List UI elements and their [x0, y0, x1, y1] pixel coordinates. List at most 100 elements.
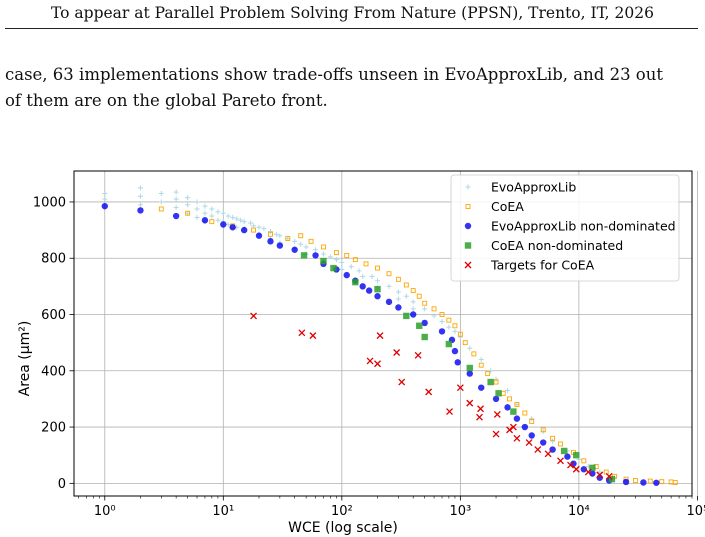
body-paragraph: case, 63 implementations show trade-offs…	[5, 62, 700, 114]
legend-marker	[464, 261, 472, 269]
legend-label: Targets for CoEA	[490, 258, 595, 273]
y-tick-label: 0	[58, 477, 66, 492]
point-evoapproxlib	[333, 257, 339, 263]
point-coea	[410, 288, 416, 294]
point-evoapproxlib	[320, 251, 326, 257]
running-header: To appear at Parallel Problem Solving Fr…	[51, 4, 654, 22]
point-evoapproxlib	[256, 224, 262, 230]
point-evoapproxlib-non-dominated	[365, 287, 373, 294]
point-evoapproxlib	[298, 241, 304, 247]
point-targets-for-coea	[425, 388, 433, 396]
point-targets-for-coea	[393, 349, 401, 356]
point-coea-non-dominated	[510, 408, 517, 415]
point-evoapproxlib-non-dominated	[385, 298, 393, 306]
point-evoapproxlib	[339, 259, 345, 265]
point-targets-for-coea	[446, 408, 453, 416]
point-coea	[209, 219, 215, 225]
point-coea-non-dominated	[560, 447, 568, 455]
point-evoapproxlib	[102, 196, 108, 202]
point-targets-for-coea	[506, 426, 514, 434]
point-targets-for-coea	[374, 360, 381, 368]
point-coea	[395, 276, 401, 282]
point-evoapproxlib	[348, 264, 354, 270]
point-coea	[514, 402, 520, 407]
point-evoapproxlib	[185, 202, 191, 208]
point-evoapproxlib	[403, 293, 409, 299]
point-evoapproxlib-non-dominated	[395, 304, 402, 311]
point-coea	[500, 390, 506, 396]
paragraph-line-2: of them are on the global Pareto front.	[5, 91, 328, 110]
point-coea	[485, 371, 491, 377]
point-evoapproxlib-non-dominated	[312, 252, 319, 259]
point-evoapproxlib	[356, 268, 362, 274]
point-evoapproxlib-non-dominated	[466, 370, 473, 377]
y-axis-label: Area (μm²)	[17, 321, 33, 397]
point-evoapproxlib	[457, 334, 463, 340]
point-targets-for-coea	[250, 312, 258, 320]
point-targets-for-coea	[466, 399, 474, 407]
point-coea	[344, 252, 350, 258]
point-coea	[558, 441, 563, 447]
y-tick-label: 800	[41, 252, 66, 267]
point-targets-for-coea	[298, 329, 306, 337]
y-tick-label: 600	[41, 308, 66, 323]
point-coea-non-dominated	[374, 285, 381, 293]
point-evoapproxlib-non-dominated	[101, 202, 108, 210]
point-evoapproxlib-non-dominated	[622, 478, 630, 486]
legend-marker	[465, 204, 471, 209]
point-evoapproxlib	[102, 191, 108, 197]
point-coea-non-dominated	[416, 322, 423, 329]
plot-frame	[73, 170, 693, 497]
point-evoapproxlib	[375, 278, 381, 284]
point-coea-non-dominated	[421, 333, 428, 341]
point-targets-for-coea	[567, 461, 574, 469]
point-coea	[632, 478, 638, 483]
point-coea	[452, 323, 458, 329]
point-evoapproxlib-non-dominated	[220, 221, 227, 228]
point-evoapproxlib	[597, 469, 603, 475]
point-evoapproxlib	[209, 206, 215, 212]
point-evoapproxlib	[410, 306, 416, 312]
point-evoapproxlib	[439, 319, 445, 325]
point-evoapproxlib-non-dominated	[255, 232, 263, 239]
point-coea	[659, 479, 665, 485]
point-evoapproxlib	[220, 210, 226, 216]
point-evoapproxlib	[137, 202, 143, 208]
point-coea	[386, 271, 392, 277]
point-evoapproxlib-non-dominated	[653, 479, 660, 486]
point-coea	[550, 435, 556, 441]
point-evoapproxlib	[241, 219, 247, 225]
point-targets-for-coea	[584, 468, 592, 476]
point-evoapproxlib	[173, 205, 179, 211]
point-evoapproxlib	[478, 357, 484, 363]
point-coea	[522, 410, 528, 416]
point-evoapproxlib-non-dominated	[528, 432, 535, 439]
x-tick-label: 10²	[331, 504, 353, 519]
y-tick-label: 400	[41, 364, 66, 379]
point-coea	[403, 282, 409, 288]
point-targets-for-coea	[596, 471, 604, 479]
point-evoapproxlib	[234, 216, 240, 222]
point-evoapproxlib-non-dominated	[521, 423, 529, 431]
point-evoapproxlib	[273, 231, 279, 237]
point-coea	[431, 306, 437, 312]
point-coea	[493, 379, 499, 385]
point-coea-non-dominated	[495, 390, 502, 397]
point-coea	[352, 257, 358, 263]
point-evoapproxlib-non-dominated	[580, 466, 588, 473]
point-evoapproxlib-non-dominated	[172, 212, 180, 220]
point-evoapproxlib	[467, 345, 473, 351]
point-coea-non-dominated	[487, 378, 494, 386]
point-evoapproxlib	[313, 247, 319, 253]
point-evoapproxlib	[202, 203, 208, 209]
point-coea-non-dominated	[466, 364, 473, 372]
point-coea-non-dominated	[403, 312, 410, 320]
legend-marker	[465, 184, 471, 190]
point-evoapproxlib	[292, 238, 298, 244]
point-evoapproxlib-non-dominated	[267, 238, 274, 245]
legend-label: CoEA	[491, 199, 524, 214]
point-evoapproxlib	[194, 214, 200, 220]
point-coea	[540, 427, 546, 433]
point-evoapproxlib	[452, 328, 458, 334]
point-evoapproxlib-non-dominated	[421, 319, 428, 327]
